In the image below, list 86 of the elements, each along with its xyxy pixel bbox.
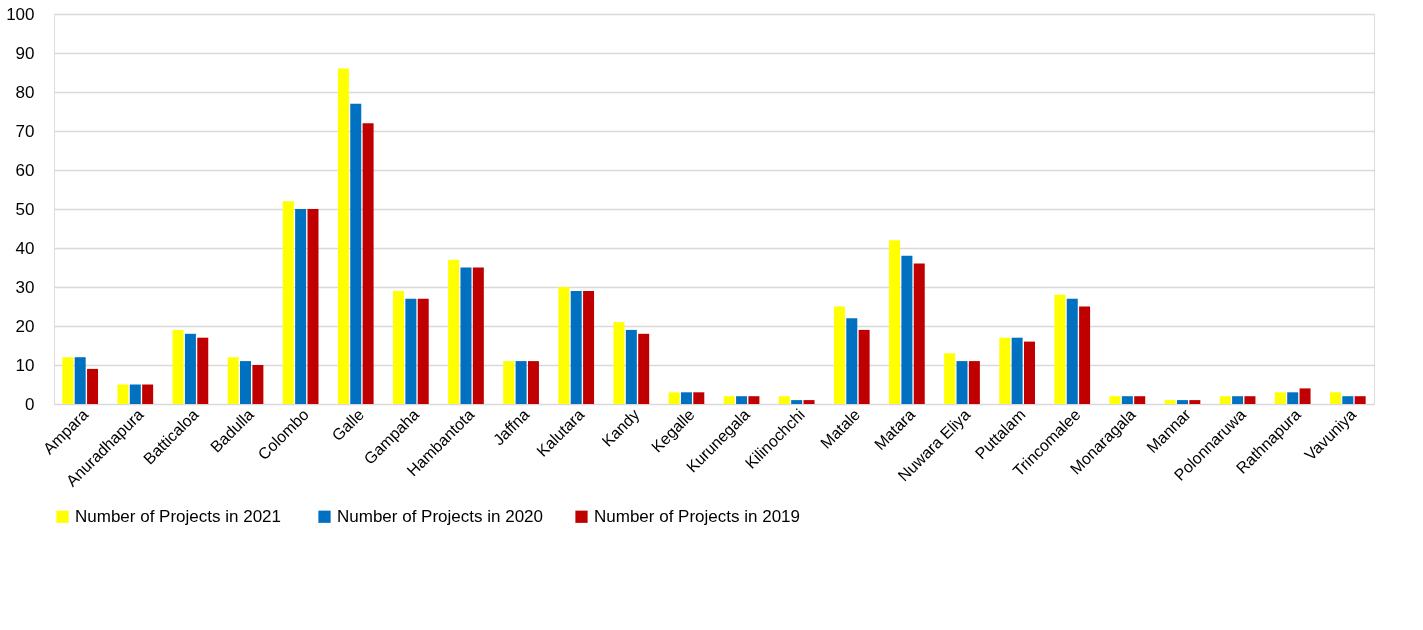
y-tick-label: 30 bbox=[15, 277, 35, 297]
y-tick-label: 100 bbox=[6, 4, 35, 24]
bar bbox=[625, 329, 637, 404]
bar bbox=[417, 298, 429, 404]
bar bbox=[252, 365, 264, 404]
bar bbox=[337, 68, 349, 404]
bar bbox=[448, 259, 460, 404]
y-tick-label: 50 bbox=[15, 199, 35, 219]
bar bbox=[1109, 396, 1121, 404]
bar bbox=[527, 361, 539, 404]
bar bbox=[956, 361, 968, 404]
bar bbox=[1219, 396, 1231, 404]
bar bbox=[362, 123, 374, 404]
bar bbox=[570, 290, 582, 404]
bar bbox=[1066, 298, 1078, 404]
bar bbox=[901, 255, 913, 404]
bar bbox=[680, 392, 692, 404]
bar bbox=[1342, 396, 1354, 404]
bar bbox=[172, 329, 184, 404]
bar bbox=[613, 322, 625, 404]
bar bbox=[1287, 392, 1299, 404]
bar bbox=[583, 290, 595, 404]
bar bbox=[227, 357, 239, 404]
bar bbox=[723, 396, 735, 404]
bar bbox=[1164, 400, 1176, 404]
bar bbox=[460, 267, 472, 404]
bar bbox=[1299, 388, 1311, 404]
bar bbox=[117, 384, 129, 404]
bar bbox=[999, 337, 1011, 404]
bar bbox=[1176, 400, 1188, 404]
bar bbox=[1232, 396, 1244, 404]
bar bbox=[87, 368, 99, 404]
bar bbox=[889, 240, 901, 404]
bar bbox=[240, 361, 252, 404]
bar bbox=[62, 357, 74, 404]
bar bbox=[515, 361, 527, 404]
bar bbox=[307, 209, 319, 404]
bar bbox=[197, 337, 209, 404]
bar bbox=[142, 384, 154, 404]
bar bbox=[748, 396, 760, 404]
bar bbox=[405, 298, 417, 404]
bar bbox=[1011, 337, 1023, 404]
y-tick-label: 80 bbox=[15, 82, 35, 102]
bar bbox=[736, 396, 748, 404]
bar bbox=[1054, 294, 1066, 404]
y-tick-label: 70 bbox=[15, 121, 35, 141]
bar bbox=[778, 396, 790, 404]
bar bbox=[129, 384, 141, 404]
legend-label: Number of Projects in 2019 bbox=[594, 506, 800, 526]
bar bbox=[1244, 396, 1256, 404]
bar bbox=[1274, 392, 1286, 404]
bar bbox=[558, 287, 570, 404]
bar bbox=[791, 400, 803, 404]
bar bbox=[944, 353, 956, 404]
y-tick-label: 20 bbox=[15, 316, 35, 336]
bar bbox=[668, 392, 680, 404]
y-tick-label: 40 bbox=[15, 238, 35, 258]
legend-label: Number of Projects in 2020 bbox=[337, 506, 543, 526]
bar bbox=[393, 290, 405, 404]
y-tick-label: 0 bbox=[25, 394, 35, 414]
bar bbox=[833, 306, 845, 404]
bar bbox=[184, 333, 196, 404]
bar bbox=[693, 392, 705, 404]
y-tick-label: 10 bbox=[15, 355, 35, 375]
bar bbox=[858, 329, 870, 404]
bar bbox=[1354, 396, 1366, 404]
bar bbox=[1023, 341, 1035, 404]
bar bbox=[1079, 306, 1091, 404]
bar bbox=[913, 263, 925, 404]
bar bbox=[1134, 396, 1146, 404]
bar bbox=[282, 201, 294, 404]
bar bbox=[74, 357, 86, 404]
bar bbox=[350, 103, 362, 404]
bar bbox=[1189, 400, 1201, 404]
legend-label: Number of Projects in 2021 bbox=[75, 506, 281, 526]
bar bbox=[1121, 396, 1133, 404]
bar bbox=[846, 318, 858, 404]
bar bbox=[638, 333, 650, 404]
bar bbox=[1329, 392, 1341, 404]
bar bbox=[968, 361, 980, 404]
bar bbox=[295, 209, 307, 404]
bar bbox=[803, 400, 815, 404]
y-tick-label: 90 bbox=[15, 43, 35, 63]
bar bbox=[503, 361, 515, 404]
y-tick-label: 60 bbox=[15, 160, 35, 180]
bar bbox=[472, 267, 484, 404]
